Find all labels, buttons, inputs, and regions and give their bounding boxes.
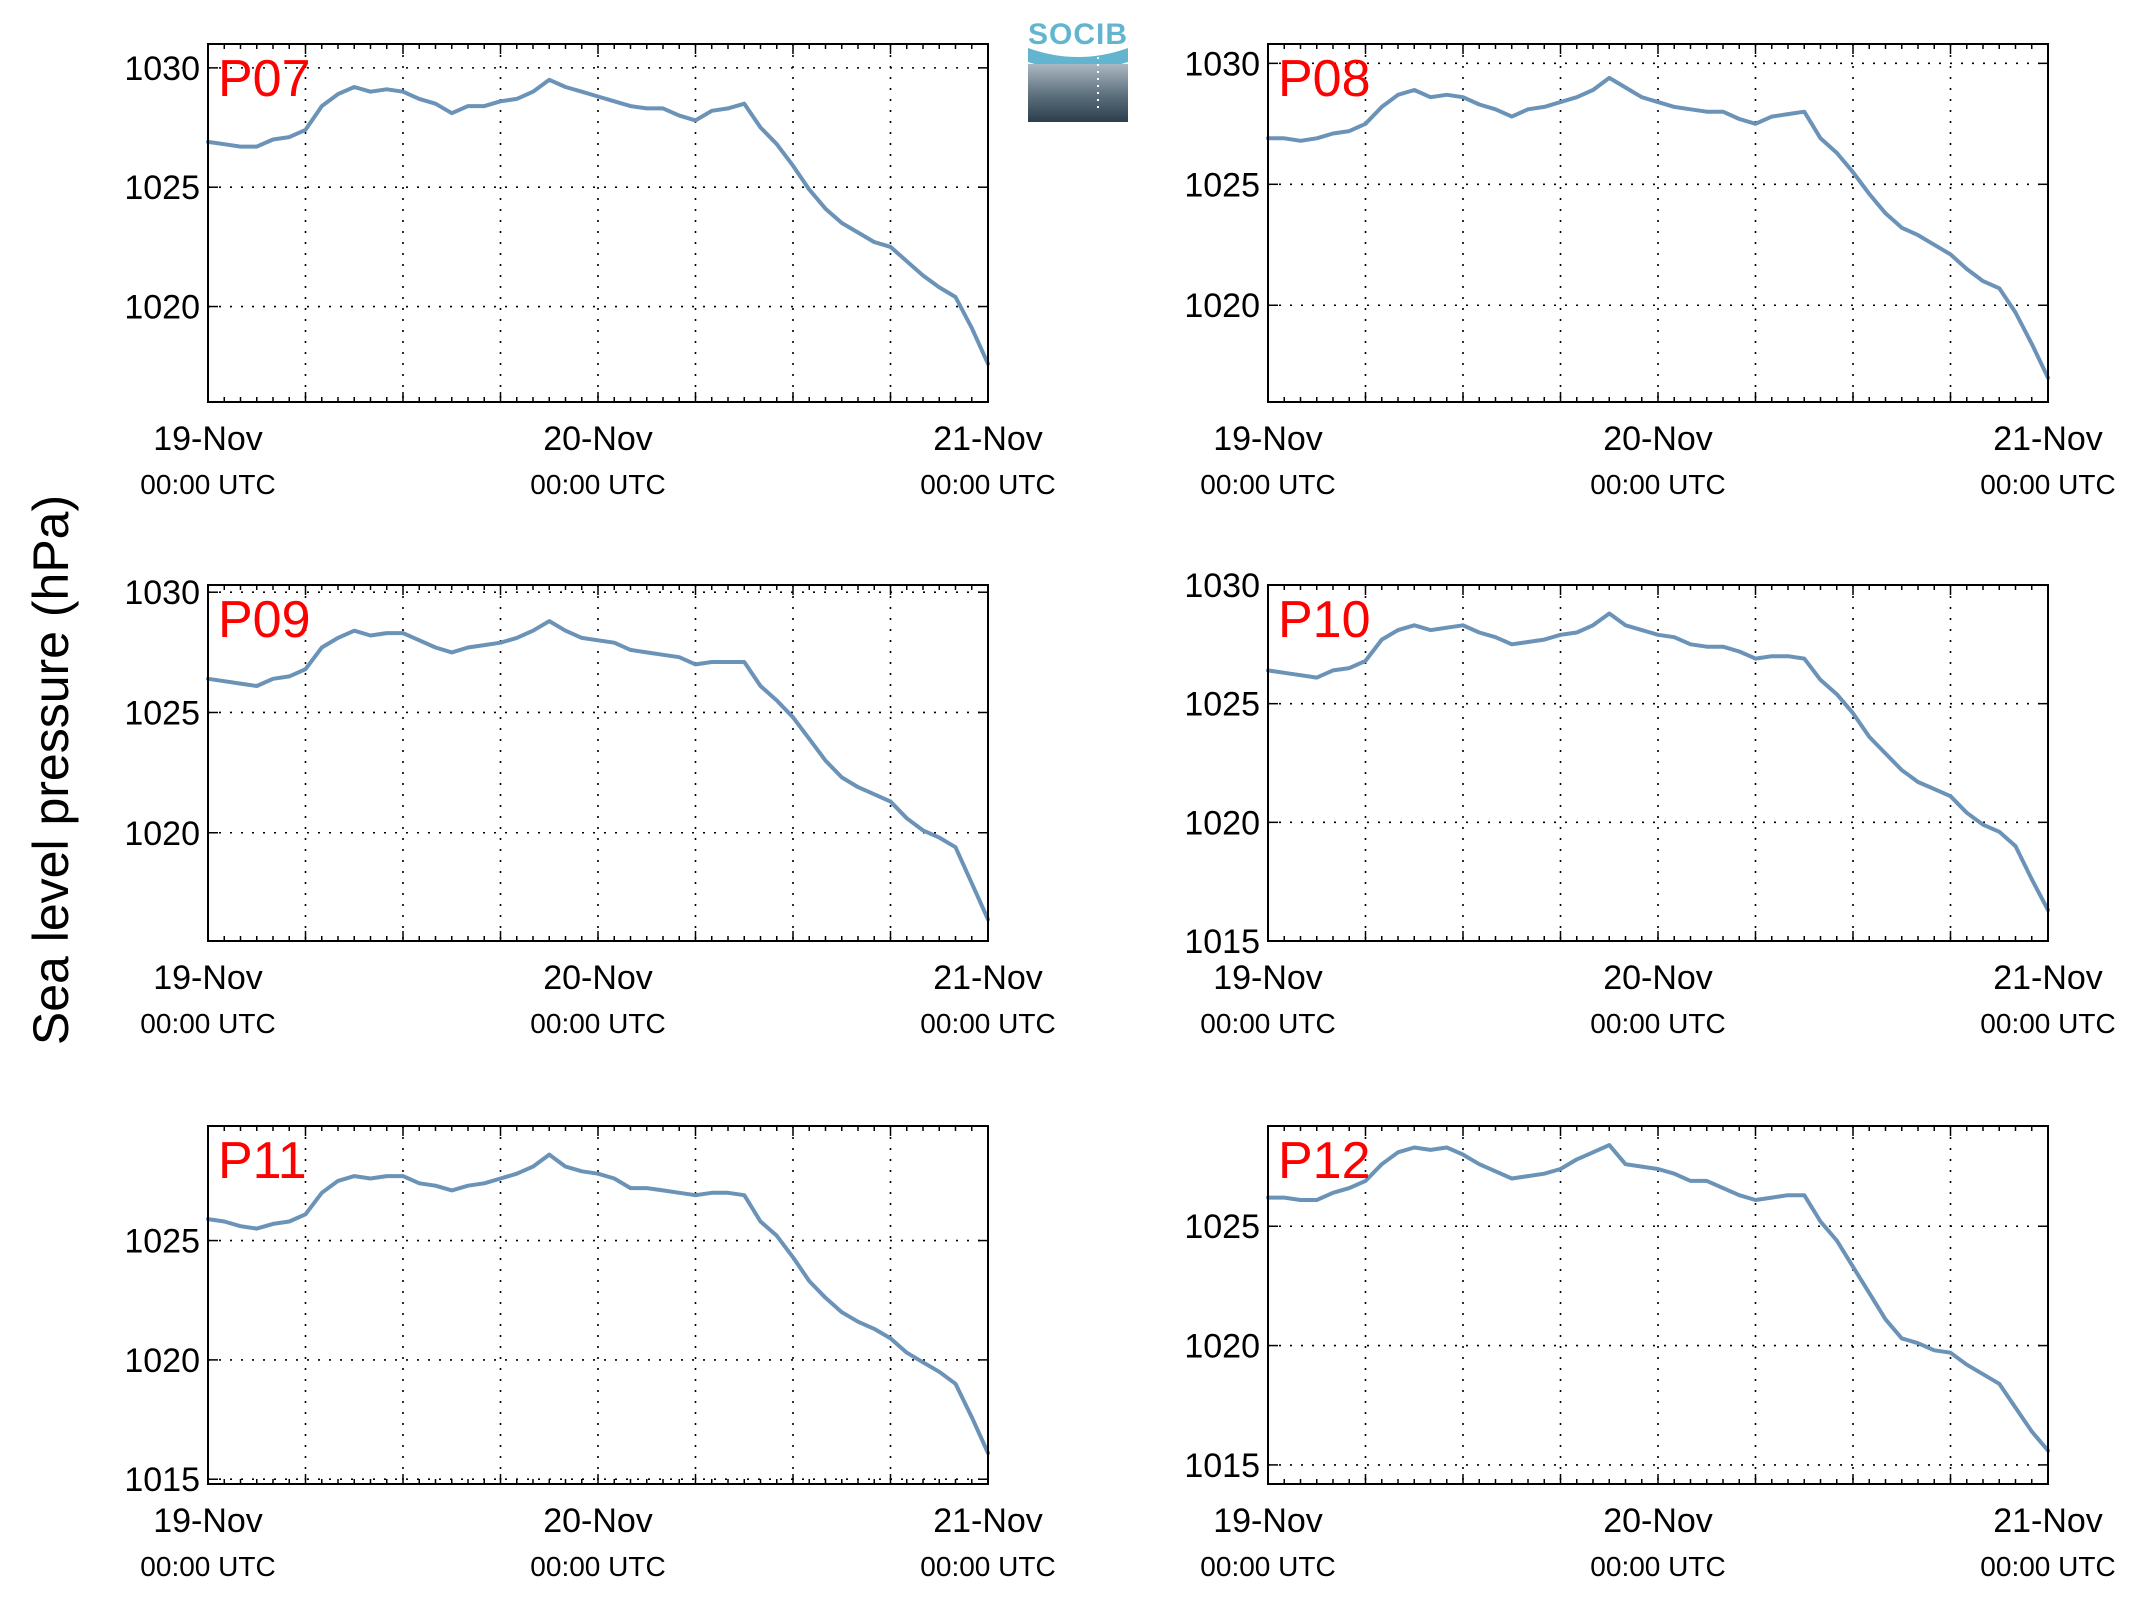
y-tick-label: 1020	[124, 1342, 200, 1380]
y-tick-label: 1025	[1184, 686, 1260, 724]
y-tick-label: 1025	[124, 1223, 200, 1261]
x-tick-label-date: 20-Nov	[1603, 1502, 1713, 1540]
x-tick-label-date: 19-Nov	[1213, 959, 1323, 997]
series-line-p07	[206, 77, 990, 366]
y-tick-label: 1015	[124, 1461, 200, 1499]
y-axis-label: Sea level pressure (hPa)	[23, 495, 79, 1045]
axes-frame	[207, 584, 989, 942]
x-tick-label-time: 00:00 UTC	[140, 1008, 275, 1039]
x-tick-label-time: 00:00 UTC	[530, 1551, 665, 1582]
y-tick-label: 1030	[124, 574, 200, 612]
y-tick-label: 1025	[1184, 166, 1260, 204]
socib-logo-text: SOCIB	[1028, 18, 1128, 51]
x-tick-label-date: 20-Nov	[543, 1502, 653, 1540]
x-tick-label-time: 00:00 UTC	[530, 469, 665, 500]
x-tick-label-time: 00:00 UTC	[1590, 469, 1725, 500]
socib-logo: SOCIB	[1028, 18, 1128, 122]
panel-p12: 1015 1020 1025 19-Nov 00:00 UTC 20-Nov 00:00 U…	[1184, 1125, 2116, 1582]
panel-p09: 1020 1025 1030 19-Nov 00:00 UTC 20-Nov 00:00 U…	[124, 574, 1055, 1039]
y-tick-label: 1025	[1184, 1208, 1260, 1246]
x-tick-label-date: 21-Nov	[933, 959, 1043, 997]
axes-frame	[207, 1125, 989, 1485]
axes-frame	[1267, 584, 2049, 942]
x-tick-label-time: 00:00 UTC	[140, 469, 275, 500]
x-tick-label-time: 00:00 UTC	[920, 469, 1055, 500]
series-line-p11	[206, 1152, 990, 1455]
x-tick-label-date: 21-Nov	[1993, 959, 2103, 997]
x-tick-label-date: 19-Nov	[1213, 1502, 1323, 1540]
y-tick-label: 1030	[124, 50, 200, 88]
series-line-p10	[1266, 611, 2050, 913]
x-tick-label-date: 19-Nov	[153, 1502, 263, 1540]
y-tick-label: 1025	[124, 169, 200, 207]
panel-p10: 1015 1020 1025 1030 19-Nov 00:00 UTC 20-Nov 00:…	[1184, 567, 2115, 1039]
x-tick-label-date: 19-Nov	[153, 959, 263, 997]
y-tick-label: 1025	[124, 694, 200, 732]
series-line-p09	[206, 619, 990, 922]
series-line-p08	[1266, 75, 2050, 380]
panel-title: P08	[1278, 50, 1371, 108]
x-tick-label-time: 00:00 UTC	[1980, 1551, 2115, 1582]
x-tick-label-time: 00:00 UTC	[1200, 469, 1335, 500]
y-tick-label: 1020	[124, 815, 200, 853]
y-tick-label: 1015	[1184, 1447, 1260, 1485]
panel-title: P09	[218, 591, 311, 649]
axes-frame	[1267, 43, 2049, 403]
y-tick-label: 1020	[124, 289, 200, 327]
panel-p11: 1015 1020 1025 19-Nov 00:00 UTC 20-Nov 00:00 U…	[124, 1125, 1056, 1582]
panel-title: P07	[218, 50, 311, 108]
x-tick-label-date: 20-Nov	[1603, 420, 1713, 458]
panel-title: P10	[1278, 591, 1371, 649]
x-tick-label-date: 20-Nov	[543, 420, 653, 458]
panel-title: P11	[218, 1132, 307, 1190]
x-tick-label-time: 00:00 UTC	[1590, 1551, 1725, 1582]
panel-title: P12	[1278, 1132, 1371, 1190]
x-tick-label-time: 00:00 UTC	[1200, 1551, 1335, 1582]
x-tick-label-time: 00:00 UTC	[530, 1008, 665, 1039]
panel-p07: 1020 1025 1030 19-Nov 00:00 UTC 20-Nov 00:00 U…	[124, 43, 1056, 500]
x-tick-label-date: 20-Nov	[1603, 959, 1713, 997]
x-tick-label-date: 21-Nov	[933, 1502, 1043, 1540]
x-tick-label-date: 19-Nov	[1213, 420, 1323, 458]
x-tick-label-date: 21-Nov	[933, 420, 1043, 458]
y-tick-label: 1030	[1184, 567, 1260, 605]
y-tick-label: 1030	[1184, 45, 1260, 83]
y-tick-label: 1020	[1184, 287, 1260, 325]
x-tick-label-time: 00:00 UTC	[920, 1008, 1055, 1039]
x-tick-label-time: 00:00 UTC	[1590, 1008, 1725, 1039]
x-tick-label-time: 00:00 UTC	[1980, 1008, 2115, 1039]
y-tick-label: 1020	[1184, 1328, 1260, 1366]
series-line-p12	[1266, 1143, 2050, 1453]
panels: 1020 1025 1030 19-Nov 00:00 UTC 20-Nov 00:00 U…	[124, 43, 2116, 1582]
axes-frame	[1267, 1125, 2049, 1485]
axes-frame	[207, 43, 989, 403]
y-tick-label: 1015	[1184, 923, 1260, 961]
x-tick-label-time: 00:00 UTC	[140, 1551, 275, 1582]
y-tick-label: 1020	[1184, 804, 1260, 842]
x-tick-label-date: 21-Nov	[1993, 420, 2103, 458]
x-tick-label-time: 00:00 UTC	[1200, 1008, 1335, 1039]
x-tick-label-date: 19-Nov	[153, 420, 263, 458]
panel-p08: 1020 1025 1030 19-Nov 00:00 UTC 20-Nov 00:00 U…	[1184, 43, 2116, 500]
x-tick-label-date: 20-Nov	[543, 959, 653, 997]
x-tick-label-date: 21-Nov	[1993, 1502, 2103, 1540]
x-tick-label-time: 00:00 UTC	[1980, 469, 2115, 500]
x-tick-label-time: 00:00 UTC	[920, 1551, 1055, 1582]
